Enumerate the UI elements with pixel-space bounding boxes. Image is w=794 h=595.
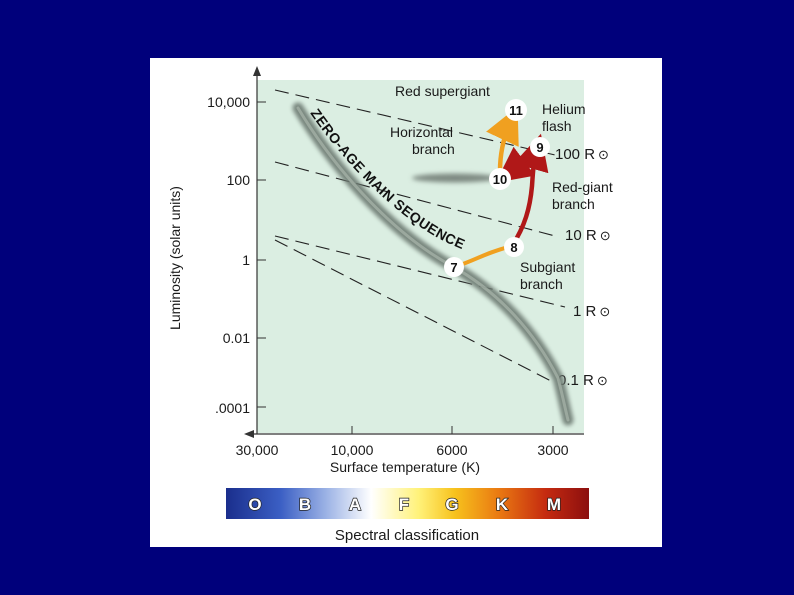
y-tick-label: .0001	[215, 400, 250, 416]
red-giant-branch-label: branch	[552, 196, 595, 212]
stage-10-marker	[489, 168, 511, 190]
spectral-class-label: A	[349, 495, 361, 514]
spectral-class-label: M	[547, 495, 561, 514]
stage-11-label: 11	[509, 103, 523, 118]
x-tick-label: 10,000	[331, 442, 374, 458]
y-tick-label: 1	[242, 252, 250, 268]
y-tick-label: 100	[227, 172, 251, 188]
diagram-panel: 10,000 100 1 0.01 .0001 30,000 10,000 60…	[150, 58, 662, 547]
track-10-to-11	[486, 106, 519, 174]
y-tick-label: 10,000	[207, 94, 250, 110]
x-tick-label: 3000	[537, 442, 568, 458]
y-tick-label: 0.01	[223, 330, 250, 346]
sun-symbol-icon: ⊙	[597, 373, 608, 388]
spectral-class-label: K	[496, 495, 509, 514]
x-tick-label: 6000	[436, 442, 467, 458]
hr-diagram: 10,000 100 1 0.01 .0001 30,000 10,000 60…	[167, 66, 613, 544]
subgiant-branch-label: branch	[520, 276, 563, 292]
stage-7-label: 7	[450, 260, 457, 275]
main-sequence-band	[292, 102, 574, 426]
sun-symbol-icon: ⊙	[600, 228, 611, 243]
radius-label: 100 R ⊙	[555, 146, 609, 163]
radius-label: 1 R ⊙	[573, 303, 610, 320]
helium-flash-label: flash	[542, 118, 572, 134]
x-axis-title: Surface temperature (K)	[330, 459, 480, 475]
spectral-class-label: B	[299, 495, 311, 514]
spectral-class-label: F	[399, 495, 409, 514]
radius-line-10	[274, 161, 556, 237]
radius-line-0-1	[274, 239, 556, 384]
radius-line-1	[274, 235, 566, 308]
axes	[244, 66, 584, 438]
red-supergiant-label: Red supergiant	[395, 83, 490, 99]
spectral-bar	[226, 488, 589, 519]
y-axis-arrow-icon	[253, 66, 261, 76]
radius-label: 0.1 R ⊙	[558, 372, 608, 389]
helium-flash-label: Helium	[542, 101, 586, 117]
x-tick-label: 30,000	[236, 442, 279, 458]
y-axis-title: Luminosity (solar units)	[167, 186, 183, 330]
stage-11-marker	[505, 99, 527, 121]
horizontal-branch-label: Horizontal	[390, 124, 453, 140]
x-axis-arrow-icon	[244, 430, 254, 438]
stage-10-label: 10	[493, 172, 507, 187]
stage-8-marker	[504, 237, 524, 257]
sun-symbol-icon: ⊙	[598, 147, 609, 162]
spectral-caption: Spectral classification	[335, 527, 479, 544]
stage-7-marker	[444, 257, 464, 277]
subgiant-branch-label: Subgiant	[520, 259, 575, 275]
red-giant-branch-label: Red-giant	[552, 179, 613, 195]
stage-markers: 7 8 9 10 11	[444, 99, 550, 277]
horizontal-branch-band	[412, 173, 498, 183]
spectral-class-label: O	[248, 495, 261, 514]
stage-8-label: 8	[510, 240, 517, 255]
spectral-class-label: G	[445, 495, 458, 514]
sun-symbol-icon: ⊙	[599, 304, 610, 319]
horizontal-branch-label: branch	[412, 141, 455, 157]
radius-label: 10 R ⊙	[565, 227, 611, 244]
stage-9-label: 9	[536, 140, 543, 155]
stage-9-marker	[530, 137, 550, 157]
